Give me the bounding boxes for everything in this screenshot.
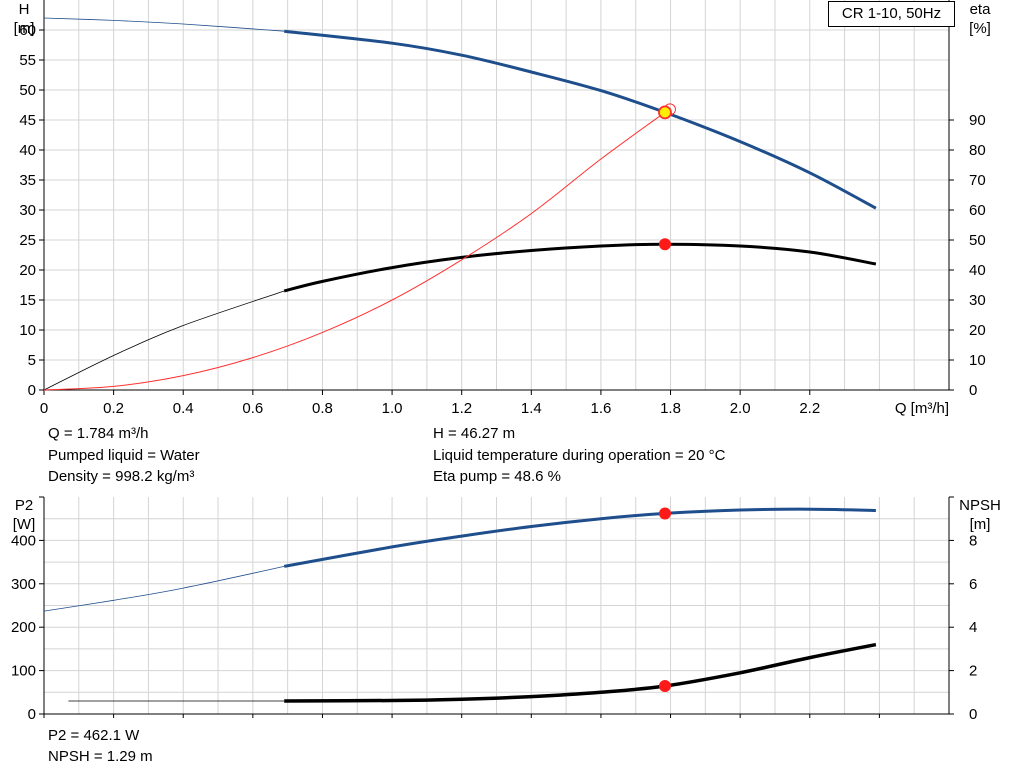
- right-tick-label: 2: [969, 663, 977, 680]
- right-tick-label: 20: [969, 322, 986, 339]
- flow-readout: Q = 1.784 m³/h: [48, 425, 149, 442]
- right-axis-unit: [m]: [970, 516, 991, 533]
- left-tick-label: 60: [19, 22, 36, 39]
- panel-1: [39, 0, 954, 395]
- left-tick-label: 200: [11, 619, 36, 636]
- x-tick-label: 0.6: [242, 400, 263, 417]
- right-axis-title: eta: [970, 1, 992, 18]
- eta-pump-readout: Eta pump = 48.6 %: [433, 468, 561, 485]
- x-tick-label: 1.2: [451, 400, 472, 417]
- x-tick-label: 0: [40, 400, 48, 417]
- x-tick-label: 0.2: [103, 400, 124, 417]
- left-axis-unit: [m]: [14, 20, 35, 37]
- right-tick-label: 30: [969, 292, 986, 309]
- left-axis-unit: [W]: [13, 516, 36, 533]
- duty-point-npsh: [658, 680, 671, 693]
- p2-readout: P2 = 462.1 W: [48, 727, 140, 744]
- pumped-liquid-readout: Pumped liquid = Water: [48, 447, 200, 464]
- duty-point-eta: [658, 238, 671, 251]
- left-tick-label: 50: [19, 82, 36, 99]
- series-line-system: [43, 111, 666, 391]
- left-tick-label: 35: [19, 172, 36, 189]
- pump-legend-box: CR 1-10, 50Hz: [828, 1, 955, 27]
- right-tick-label: 0: [969, 706, 977, 723]
- right-tick-label: 60: [969, 202, 986, 219]
- left-tick-label: 400: [11, 532, 36, 549]
- series-line-npsh: [284, 642, 877, 703]
- left-tick-label: 100: [11, 663, 36, 680]
- right-tick-label: 80: [969, 142, 986, 159]
- series-line-p2: [283, 507, 876, 568]
- duty-point-p2: [658, 507, 671, 520]
- npsh-readout: NPSH = 1.29 m: [48, 748, 153, 765]
- x-tick-label: 2.2: [799, 400, 820, 417]
- left-tick-label: 0: [28, 706, 36, 723]
- left-tick-label: 300: [11, 576, 36, 593]
- right-tick-label: 8: [969, 532, 977, 549]
- right-tick-label: 90: [969, 112, 986, 129]
- left-tick-label: 0: [28, 382, 36, 399]
- series-line-eta: [283, 242, 877, 293]
- series-line-p2-thin: [43, 566, 285, 612]
- left-tick-label: 5: [28, 352, 36, 369]
- right-tick-label: 10: [969, 352, 986, 369]
- right-tick-label: 40: [969, 262, 986, 279]
- x-tick-label: 1.0: [382, 400, 403, 417]
- x-tick-label: 0.8: [312, 400, 333, 417]
- x-tick-label: 2.0: [730, 400, 751, 417]
- x-tick-label: 1.4: [521, 400, 542, 417]
- head-readout: H = 46.27 m: [433, 425, 516, 442]
- x-tick-label: 1.6: [590, 400, 611, 417]
- series-line-head: [284, 29, 877, 210]
- right-axis-unit: [%]: [969, 20, 991, 37]
- left-tick-label: 45: [19, 112, 36, 129]
- liquid-temperature-readout: Liquid temperature during operation = 20…: [433, 447, 726, 464]
- right-tick-label: 4: [969, 619, 977, 636]
- right-tick-label: 0: [969, 382, 977, 399]
- left-tick-label: 40: [19, 142, 36, 159]
- left-tick-label: 55: [19, 52, 36, 69]
- series-line-head-thin: [43, 17, 285, 32]
- x-tick-label: 0.4: [173, 400, 194, 417]
- panel-2: [39, 496, 954, 718]
- x-axis-label: Q [m³/h]: [895, 400, 949, 417]
- left-tick-label: 15: [19, 292, 36, 309]
- left-axis-title: H: [19, 1, 30, 18]
- right-tick-label: 70: [969, 172, 986, 189]
- right-tick-label: 50: [969, 232, 986, 249]
- right-tick-label: 6: [969, 576, 977, 593]
- density-readout: Density = 998.2 kg/m³: [48, 468, 195, 485]
- left-tick-label: 30: [19, 202, 36, 219]
- left-tick-label: 25: [19, 232, 36, 249]
- duty-point-head: [658, 105, 672, 120]
- left-tick-label: 20: [19, 262, 36, 279]
- left-axis-title: P2: [15, 497, 33, 514]
- x-tick-label: 1.8: [660, 400, 681, 417]
- series-line-eta-thin: [43, 290, 285, 391]
- left-tick-label: 10: [19, 322, 36, 339]
- right-axis-title: NPSH: [959, 497, 1001, 514]
